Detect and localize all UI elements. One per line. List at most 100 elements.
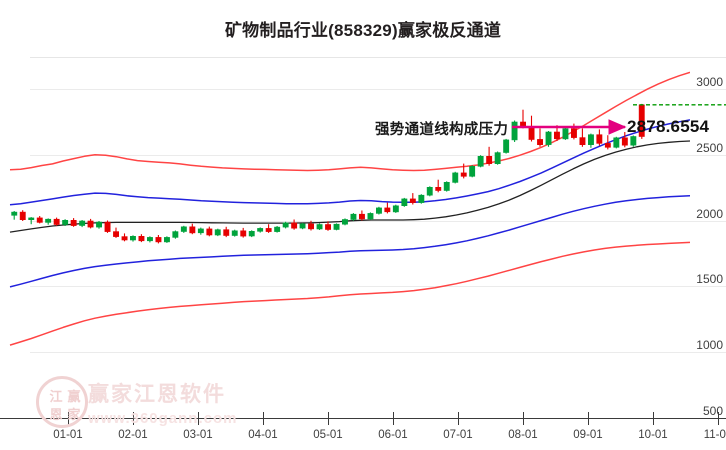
y-tick-label: 1000 — [696, 338, 723, 353]
candlestick — [45, 218, 52, 225]
x-tick — [133, 412, 134, 425]
candlestick — [11, 211, 18, 220]
series-lower-outer-band — [9, 241, 690, 346]
candlestick — [460, 163, 467, 179]
candlestick — [121, 233, 128, 242]
watermark-url: www.360gann.com — [88, 410, 238, 427]
candlestick — [503, 138, 510, 154]
candlestick — [537, 128, 544, 147]
x-tick — [198, 412, 199, 425]
annotation-label: 强势通道线构成压力 — [375, 122, 509, 138]
candlestick — [511, 120, 518, 142]
x-tick-label: 11-01 — [703, 429, 726, 441]
candlestick — [443, 181, 450, 192]
candlestick — [172, 230, 179, 239]
candlestick — [477, 155, 484, 168]
x-tick — [588, 412, 589, 425]
x-tick — [458, 412, 459, 425]
candlestick — [274, 226, 281, 233]
seal-char: 家 — [67, 406, 81, 422]
x-tick — [718, 412, 719, 425]
candlestick — [299, 222, 306, 230]
candlestick — [562, 127, 569, 140]
candlestick — [469, 165, 476, 178]
y-tick-label: 2000 — [696, 206, 723, 221]
candlestick — [53, 217, 60, 226]
y-tick-label: 500 — [702, 404, 723, 418]
candlestick — [130, 235, 136, 242]
candlestick — [257, 227, 264, 233]
gridline-2500 — [30, 154, 726, 156]
x-axis-line — [0, 418, 726, 419]
y-tick-label: 3000 — [696, 74, 723, 89]
candlestick — [197, 227, 204, 235]
x-tick-label: 06-01 — [378, 429, 408, 441]
candlestick — [155, 235, 162, 244]
candlestick — [240, 227, 247, 238]
candlestick — [138, 234, 145, 243]
candlestick — [418, 194, 425, 204]
candlestick — [164, 236, 170, 243]
candlestick — [265, 224, 272, 233]
gridline-2000 — [30, 220, 726, 222]
x-tick-label: 01-01 — [53, 429, 83, 441]
x-tick-label: 03-01 — [183, 429, 213, 441]
seal-char: 恩 — [49, 406, 63, 422]
x-tick — [263, 412, 264, 425]
candlestick — [223, 226, 230, 238]
candlestick — [409, 193, 416, 205]
candlestick — [341, 218, 348, 226]
seal-char: 赢 — [67, 388, 81, 404]
candlestick — [367, 212, 374, 220]
x-tick — [328, 412, 329, 425]
candlestick — [19, 210, 26, 221]
y-tick-label: 2500 — [696, 140, 723, 155]
title-divider — [30, 57, 726, 58]
candlestick — [147, 236, 153, 243]
candlestick — [248, 230, 255, 238]
candlestick — [426, 186, 433, 197]
candlestick — [570, 123, 577, 140]
candlestick — [206, 226, 213, 237]
x-tick — [653, 412, 654, 425]
x-tick-label: 08-01 — [508, 429, 538, 441]
x-tick-label: 09-01 — [573, 429, 603, 441]
x-tick-label: 05-01 — [313, 429, 343, 441]
candlestick — [528, 115, 535, 142]
candlestick — [96, 221, 103, 229]
candlestick — [596, 129, 603, 146]
candlestick — [189, 223, 196, 235]
last-price-label: 2878.6554 — [627, 117, 710, 136]
gridline-1500 — [30, 286, 726, 288]
x-tick-label: 07-01 — [443, 429, 473, 441]
gridline-1000 — [30, 352, 726, 354]
x-tick-label: 02-01 — [118, 429, 148, 441]
candlestick — [358, 210, 365, 221]
candlestick — [316, 223, 323, 230]
x-tick-label: 04-01 — [248, 429, 278, 441]
candlestick — [553, 125, 560, 141]
candlestick — [401, 197, 408, 207]
gridline-3000 — [30, 88, 726, 90]
candlestick — [70, 218, 77, 227]
candlestick — [435, 179, 442, 193]
candlestick — [392, 204, 399, 213]
page-title: 矿物制品行业(858329)赢家极反通道 — [224, 21, 502, 40]
candlestick — [630, 135, 637, 147]
candlestick — [384, 202, 391, 214]
candlestick — [486, 146, 493, 166]
series-upper-outer-band — [9, 71, 690, 172]
candlestick — [494, 151, 501, 165]
candlestick — [231, 229, 238, 237]
x-tick-label: 10-01 — [638, 429, 668, 441]
candlestick — [452, 171, 459, 184]
candlestick — [333, 223, 340, 231]
x-tick — [393, 412, 394, 425]
candlestick — [325, 221, 331, 231]
series-lower-inner-band — [9, 195, 690, 288]
candlestick — [113, 227, 120, 238]
candlestick — [104, 220, 111, 233]
x-tick — [523, 412, 524, 425]
candlestick — [520, 109, 527, 129]
